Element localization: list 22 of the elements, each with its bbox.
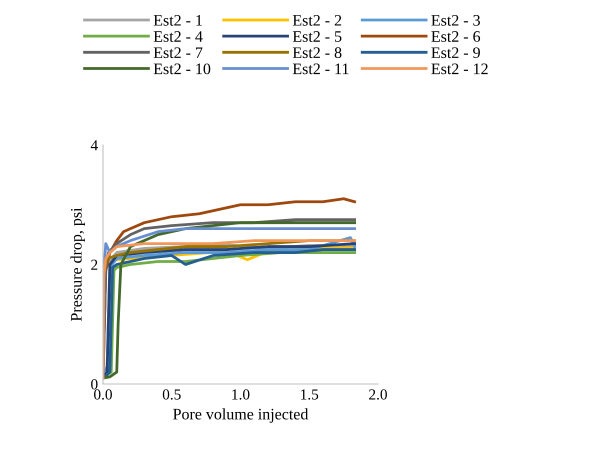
legend-label: Est2 - 9	[431, 47, 480, 58]
legend-label: Est2 - 4	[154, 31, 203, 42]
legend-label: Est2 - 3	[431, 14, 480, 26]
y-axis-title: Pressure drop, psi	[70, 208, 85, 322]
x-tick-label: 1.5	[301, 389, 318, 400]
legend-label: Est2 - 6	[431, 31, 480, 42]
x-tick-label: 1.0	[232, 389, 250, 400]
x-tick-label: 0.5	[162, 389, 181, 400]
y-tick-label: 0	[91, 379, 98, 390]
legend-label: Est2 - 8	[292, 47, 342, 58]
y-tick-label: 4	[90, 140, 98, 150]
x-tick-label: 0.0	[94, 389, 112, 400]
legend-label: Est2 - 12	[431, 64, 488, 74]
legend-label: Est2 - 2	[292, 14, 342, 26]
x-tick-label: 2.0	[369, 389, 387, 400]
legend-label: Est2 - 10	[154, 63, 210, 74]
legend-label: Est2 - 1	[154, 14, 202, 26]
legend-label: Est2 - 11	[292, 64, 348, 74]
x-axis-title: Pore volume injected	[173, 408, 308, 423]
y-tick-label: 2	[91, 260, 98, 270]
legend-label: Est2 - 7	[154, 47, 202, 58]
legend-label: Est2 - 5	[292, 31, 342, 42]
